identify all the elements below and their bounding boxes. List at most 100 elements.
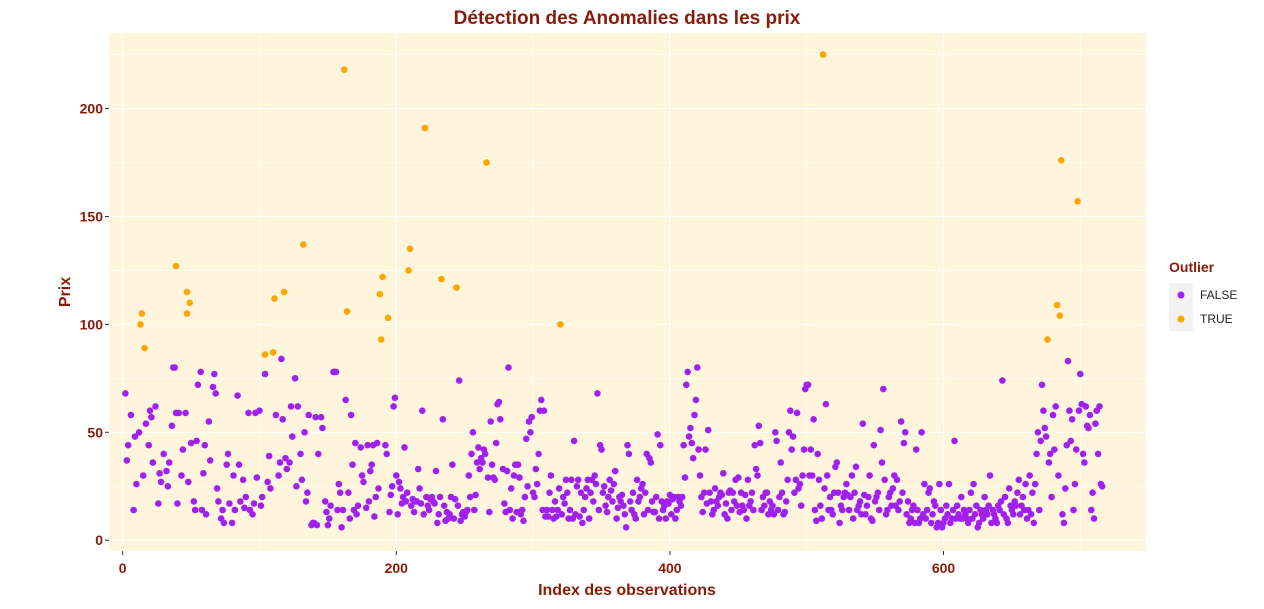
point-true <box>557 321 564 328</box>
point-false <box>510 472 518 479</box>
point-false <box>561 500 568 507</box>
point-false <box>856 498 864 505</box>
point-false <box>524 483 531 490</box>
point-false <box>202 511 210 518</box>
point-false <box>880 385 887 393</box>
point-false <box>492 439 500 447</box>
point-true <box>384 314 392 322</box>
point-false <box>921 480 928 488</box>
point-false <box>484 474 492 481</box>
point-false <box>744 476 752 484</box>
point-false <box>729 489 737 497</box>
point-false <box>465 472 473 479</box>
point-false <box>945 480 953 488</box>
point-true <box>341 66 348 73</box>
point-false <box>521 493 529 501</box>
point-false <box>1096 403 1103 410</box>
point-false <box>581 493 589 501</box>
point-false <box>1060 519 1068 527</box>
point-false <box>673 506 681 514</box>
point-false <box>592 480 600 488</box>
point-false <box>985 502 992 510</box>
point-false <box>352 439 359 447</box>
point-false <box>633 476 641 484</box>
point-false <box>711 485 719 492</box>
point-false <box>261 370 269 378</box>
point-false <box>479 459 486 466</box>
point-false <box>647 459 655 466</box>
point-false <box>699 508 706 516</box>
point-false <box>165 459 173 466</box>
point-false <box>626 498 634 505</box>
minor-gridlines <box>109 33 1146 551</box>
point-false <box>714 502 722 510</box>
point-false <box>372 493 380 501</box>
point-false <box>546 489 553 497</box>
point-true <box>438 275 445 283</box>
y-tick-label: 0 <box>95 532 103 548</box>
point-false <box>450 515 458 522</box>
point-false <box>346 515 354 522</box>
point-false <box>410 508 418 516</box>
point-false <box>1092 420 1099 428</box>
point-false <box>336 489 344 497</box>
point-false <box>148 413 155 421</box>
point-false <box>1038 381 1046 389</box>
point-false <box>431 500 438 507</box>
point-false <box>718 491 726 499</box>
point-false <box>869 517 876 525</box>
point-false <box>799 472 806 479</box>
point-false <box>971 511 979 518</box>
point-false <box>468 450 475 458</box>
point-false <box>146 407 154 415</box>
point-false <box>486 508 493 516</box>
point-false <box>740 506 748 514</box>
point-false <box>599 489 607 497</box>
point-false <box>772 429 779 436</box>
point-false <box>639 480 646 488</box>
point-false <box>756 439 764 447</box>
point-false <box>751 441 758 449</box>
point-false <box>859 420 867 428</box>
point-false <box>687 424 694 432</box>
point-false <box>253 474 261 481</box>
point-false <box>826 493 834 501</box>
point-false <box>943 502 950 510</box>
point-false <box>821 485 828 492</box>
point-false <box>455 377 463 384</box>
point-false <box>382 441 389 449</box>
point-false <box>317 413 325 421</box>
point-false <box>1037 437 1044 445</box>
point-false <box>417 500 425 507</box>
point-false <box>692 396 700 404</box>
point-false <box>852 463 860 471</box>
point-false <box>353 511 360 518</box>
point-false <box>1046 450 1054 458</box>
point-false <box>538 396 545 404</box>
point-false <box>784 476 791 484</box>
point-false <box>533 480 541 488</box>
point-false <box>397 485 404 492</box>
point-false <box>1051 446 1058 453</box>
point-false <box>464 506 471 514</box>
point-false <box>624 441 631 449</box>
point-false <box>200 470 207 477</box>
point-false <box>808 472 816 479</box>
y-tick-label: 100 <box>80 316 104 332</box>
point-false <box>576 513 583 520</box>
point-true <box>343 308 351 315</box>
point-false <box>476 465 484 473</box>
point-false <box>197 368 204 376</box>
point-false <box>607 487 615 494</box>
point-false <box>531 493 538 501</box>
point-false <box>553 513 560 520</box>
point-false <box>194 381 202 389</box>
point-false <box>754 472 761 479</box>
point-false <box>175 409 183 417</box>
point-false <box>782 498 790 505</box>
point-false <box>1015 476 1023 484</box>
point-false <box>124 441 132 449</box>
point-false <box>527 429 534 436</box>
x-axis-ticks: 0 200 400 600 <box>119 551 955 576</box>
